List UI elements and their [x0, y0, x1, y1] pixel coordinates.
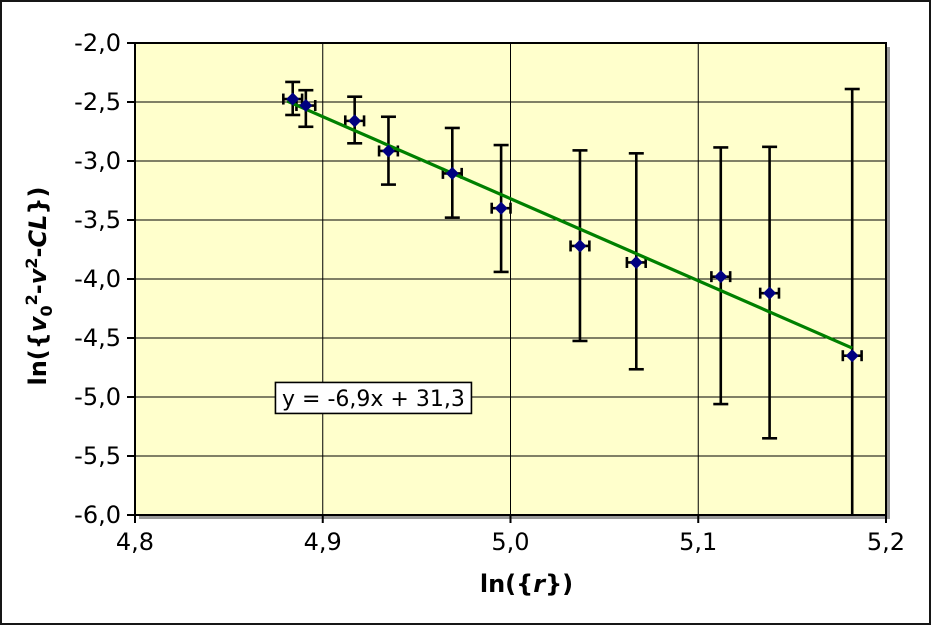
data-point — [348, 114, 362, 128]
x-axis: 4,8 4,9 5,0 5,1 5,2 — [116, 515, 905, 556]
data-point — [299, 99, 313, 113]
data-point — [573, 239, 587, 253]
data-point — [763, 286, 777, 300]
data-point — [845, 349, 859, 363]
gridlines — [135, 43, 886, 515]
y-tick-label: -2,0 — [74, 29, 121, 57]
data-point — [629, 255, 643, 269]
data-points — [286, 92, 859, 363]
x-tick-label: 5,2 — [867, 528, 905, 556]
y-axis: -2,0 -2,5 -3,0 -3,5 -4,0 -4,5 -5,0 -5,5 -6,0 — [74, 29, 135, 529]
equation-box: y = -6,9x + 31,3 — [274, 381, 473, 415]
equation-text: y = -6,9x + 31,3 — [282, 387, 465, 412]
y-tick-label: -4,0 — [74, 265, 121, 293]
data-point — [381, 144, 395, 158]
y-tick-label: -5,0 — [74, 383, 121, 411]
data-point — [494, 201, 508, 215]
x-tick-label: 4,8 — [116, 528, 154, 556]
x-tick-label: 5,1 — [679, 528, 717, 556]
data-point — [445, 166, 459, 180]
x-tick-label: 5,0 — [491, 528, 529, 556]
y-tick-label: -6,0 — [74, 501, 121, 529]
trend-line — [286, 99, 853, 350]
y-tick-label: -5,5 — [74, 442, 121, 470]
y-axis-title: ln({v02-v2-CL}) — [22, 186, 56, 385]
y-tick-label: -4,5 — [74, 324, 121, 352]
y-tick-label: -2,5 — [74, 88, 121, 116]
x-tick-label: 4,9 — [304, 528, 342, 556]
y-tick-label: -3,0 — [74, 147, 121, 175]
data-point — [286, 92, 300, 106]
equation-frame — [274, 381, 473, 415]
x-axis-title: ln({r}) — [480, 570, 573, 598]
y-tick-label: -3,5 — [74, 206, 121, 234]
data-point — [714, 270, 728, 284]
